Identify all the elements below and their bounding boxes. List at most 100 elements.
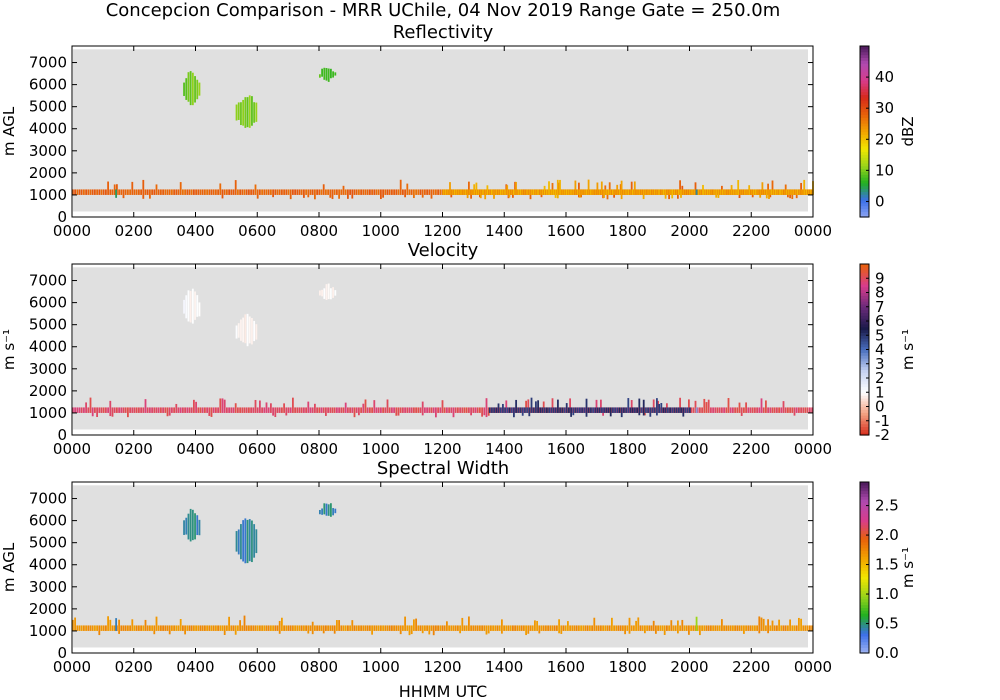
radar-gate <box>597 189 600 195</box>
radar-gate <box>739 189 742 195</box>
radar-gate <box>620 407 623 418</box>
radar-gate <box>373 400 376 413</box>
radar-gate <box>674 407 677 413</box>
radar-gate <box>439 189 442 195</box>
radar-gate <box>72 189 74 195</box>
radar-gate <box>674 625 677 631</box>
colorbar-segment <box>860 573 869 577</box>
radar-gate <box>561 407 564 413</box>
radar-gate <box>344 189 347 195</box>
radar-gate <box>789 619 791 631</box>
radar-gate <box>314 403 316 413</box>
radar-gate <box>333 625 336 634</box>
radar-gate <box>502 403 504 413</box>
radar-gate <box>287 189 290 195</box>
radar-gate <box>593 617 596 631</box>
colorbar-tick-label: 1.0 <box>875 585 899 603</box>
radar-gate <box>83 189 85 195</box>
colorbar-segment <box>860 157 869 161</box>
radar-gate <box>355 407 358 413</box>
colorbar-segment <box>860 269 869 274</box>
radar-gate <box>699 407 701 413</box>
radar-gate <box>655 407 657 413</box>
radar-gate <box>760 398 763 413</box>
radar-gate <box>518 407 521 413</box>
radar-gate <box>201 625 204 631</box>
radar-gate <box>536 620 538 631</box>
radar-gate <box>767 619 769 634</box>
radar-gate <box>255 102 258 122</box>
radar-gate <box>384 625 387 631</box>
radar-gate <box>196 79 199 100</box>
radar-gate <box>767 183 769 195</box>
radar-gate <box>265 625 268 631</box>
radar-gate <box>510 407 513 413</box>
radar-gate <box>606 407 609 413</box>
radar-gate <box>102 407 105 413</box>
radar-gate <box>474 625 477 631</box>
radar-gate <box>805 189 808 195</box>
radar-gate <box>569 625 571 631</box>
colorbar-segment <box>860 318 869 322</box>
radar-gate <box>417 625 420 631</box>
colorbar-segment <box>860 142 869 147</box>
radar-gate <box>369 625 371 631</box>
radar-gate <box>581 407 584 413</box>
radar-gate <box>325 189 327 195</box>
radar-gate <box>780 625 783 631</box>
radar-gate <box>100 189 103 195</box>
radar-gate <box>622 189 625 195</box>
radar-gate <box>102 189 105 195</box>
radar-gate <box>490 407 492 413</box>
radar-gate <box>543 407 546 413</box>
radar-gate <box>144 189 147 195</box>
radar-gate <box>327 189 329 195</box>
radar-gate <box>608 182 611 195</box>
radar-gate <box>349 625 351 631</box>
radar-gate <box>653 189 656 195</box>
radar-gate <box>734 625 736 631</box>
radar-gate <box>182 407 184 413</box>
radar-gate <box>276 407 279 413</box>
colorbar-segment <box>860 417 869 422</box>
colorbar-segment <box>860 289 869 294</box>
radar-gate <box>413 619 415 631</box>
radar-gate <box>442 189 445 195</box>
x-tick-label: 1000 <box>362 440 400 458</box>
radar-gate <box>278 620 281 634</box>
radar-gate <box>373 625 376 631</box>
colorbar-segment <box>860 604 869 608</box>
x-tick-label: 0600 <box>238 440 276 458</box>
radar-gate <box>347 189 349 199</box>
radar-gate <box>263 407 266 413</box>
radar-gate <box>320 407 323 413</box>
colorbar-tick-label: 0 <box>875 398 885 416</box>
colorbar-segment <box>860 275 869 279</box>
colorbar-segment <box>860 598 869 603</box>
radar-gate <box>681 619 684 631</box>
radar-gate <box>743 189 746 195</box>
colorbar-segment <box>860 346 869 351</box>
colorbar-label: m s⁻¹ <box>899 329 917 370</box>
radar-gate <box>666 403 668 413</box>
radar-gate <box>655 625 657 634</box>
radar-gate <box>419 625 422 631</box>
radar-gate <box>307 625 310 634</box>
radar-gate <box>479 189 482 199</box>
radar-gate <box>542 401 545 413</box>
radar-gate <box>177 189 180 195</box>
radar-gate <box>395 189 398 195</box>
radar-gate <box>320 189 323 195</box>
radar-gate <box>142 625 145 631</box>
radar-gate <box>611 617 613 631</box>
radar-gate <box>570 407 573 417</box>
radar-gate <box>276 189 279 195</box>
colorbar-segment <box>860 301 869 305</box>
radar-gate <box>735 189 737 195</box>
radar-gate <box>316 407 318 413</box>
radar-gate <box>754 407 756 413</box>
radar-gate <box>683 625 686 631</box>
radar-gate <box>196 295 199 317</box>
radar-gate <box>738 402 741 413</box>
radar-gate <box>725 625 728 631</box>
